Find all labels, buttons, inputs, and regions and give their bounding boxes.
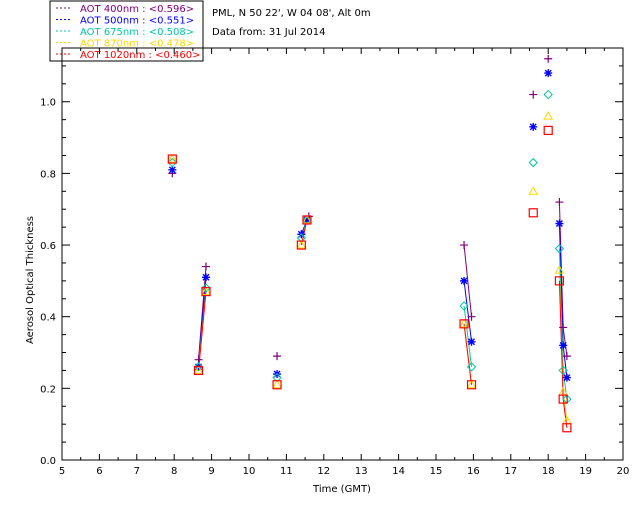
data-point	[193, 362, 204, 372]
data-point	[168, 165, 177, 174]
x-tick-label: 15	[430, 466, 443, 477]
legend-entry: AOT 1020nm : <0.460>	[80, 50, 200, 61]
axes: 5 6 7 8 9 10 11 12 13 14 15 16 17 18 19 20 0.0 0.2 0.4 0.6 0…	[40, 47, 630, 477]
data-point	[302, 214, 312, 224]
data-point	[466, 379, 477, 389]
data-point	[555, 219, 564, 228]
data-point	[296, 240, 306, 250]
legend: AOT 400nm : <0.596>AOT 500nm : <0.551>AO…	[56, 4, 200, 61]
data-point	[201, 283, 211, 293]
x-tick-label: 9	[208, 466, 214, 477]
legend-entry: AOT 675nm : <0.508>	[80, 27, 194, 38]
data-point	[544, 69, 553, 78]
data-point	[466, 380, 477, 390]
data-point	[467, 312, 476, 321]
data-point	[167, 154, 178, 163]
data-point	[467, 337, 476, 346]
data-point	[201, 286, 211, 296]
data-point	[558, 394, 568, 404]
series-markers	[167, 54, 572, 433]
data-point	[201, 287, 211, 297]
series-line	[463, 323, 473, 385]
x-tick-label: 6	[96, 466, 102, 477]
data-point	[167, 157, 178, 168]
plot-frame	[61, 47, 624, 461]
y-tick-label: 0.4	[40, 313, 56, 324]
series-line	[463, 305, 473, 367]
data-point	[543, 111, 554, 120]
data-point	[459, 318, 469, 328]
series-line	[198, 291, 207, 371]
data-point	[466, 362, 477, 372]
x-tick-label: 12	[317, 466, 330, 477]
data-point	[529, 90, 538, 99]
x-tick-label: 16	[467, 466, 480, 477]
legend-entry: AOT 400nm : <0.596>	[80, 4, 194, 15]
station-label: PML, N 50 22', W 04 08', Alt 0m	[212, 8, 371, 19]
data-point	[562, 373, 571, 382]
data-point	[528, 157, 538, 168]
data-point	[460, 276, 469, 285]
x-tick-label: 10	[243, 466, 256, 477]
data-point	[272, 379, 282, 389]
x-tick-label: 19	[579, 466, 592, 477]
data-point	[555, 198, 564, 207]
data-point	[193, 365, 204, 376]
legend-entry: AOT 500nm : <0.551>	[80, 16, 194, 27]
data-point	[459, 301, 469, 311]
x-tick-label: 20	[617, 466, 630, 477]
x-tick-label: 14	[392, 466, 405, 477]
series-line	[198, 266, 207, 360]
y-tick-label: 0.6	[40, 241, 56, 252]
data-point	[558, 365, 568, 376]
series-line	[558, 248, 568, 400]
data-point	[296, 240, 307, 249]
y-axis-label: Aerosol Optical Thickness	[25, 216, 36, 344]
data-point	[554, 265, 565, 274]
y-tick-label: 0.2	[40, 384, 56, 395]
legend-box	[49, 0, 204, 62]
x-tick-label: 18	[542, 466, 555, 477]
date-label: Data from: 31 Jul 2014	[212, 27, 325, 38]
y-tick-label: 0.0	[40, 456, 56, 467]
data-point	[528, 208, 538, 218]
data-point	[554, 243, 565, 254]
data-point	[562, 352, 571, 361]
y-tick-label: 0.8	[40, 169, 56, 180]
data-point	[543, 125, 553, 136]
data-point	[201, 273, 210, 282]
data-point	[562, 423, 572, 433]
data-point	[460, 241, 469, 250]
data-point	[272, 380, 282, 390]
data-point	[544, 54, 553, 63]
data-point	[459, 319, 469, 329]
x-tick-label: 7	[134, 466, 140, 477]
data-point	[529, 122, 538, 131]
data-point	[559, 323, 568, 332]
series-line	[463, 280, 473, 342]
data-point	[201, 262, 210, 271]
x-axis-label: Time (GMT)	[312, 484, 371, 495]
series-lines	[198, 202, 568, 428]
data-point	[167, 154, 177, 164]
x-tick-label: 13	[355, 466, 368, 477]
x-tick-label: 5	[59, 466, 65, 477]
x-tick-label: 17	[504, 466, 517, 477]
y-tick-label: 1.0	[40, 98, 56, 109]
x-tick-label: 11	[280, 466, 293, 477]
x-tick-label: 8	[171, 466, 177, 477]
data-point	[302, 215, 312, 225]
data-point	[302, 215, 311, 224]
data-point	[528, 186, 539, 195]
data-point	[193, 365, 204, 374]
data-point	[554, 276, 565, 286]
data-point	[559, 341, 568, 350]
legend-entry: AOT 870nm : <0.478>	[80, 39, 194, 50]
data-point	[273, 352, 282, 361]
data-point	[543, 89, 553, 100]
